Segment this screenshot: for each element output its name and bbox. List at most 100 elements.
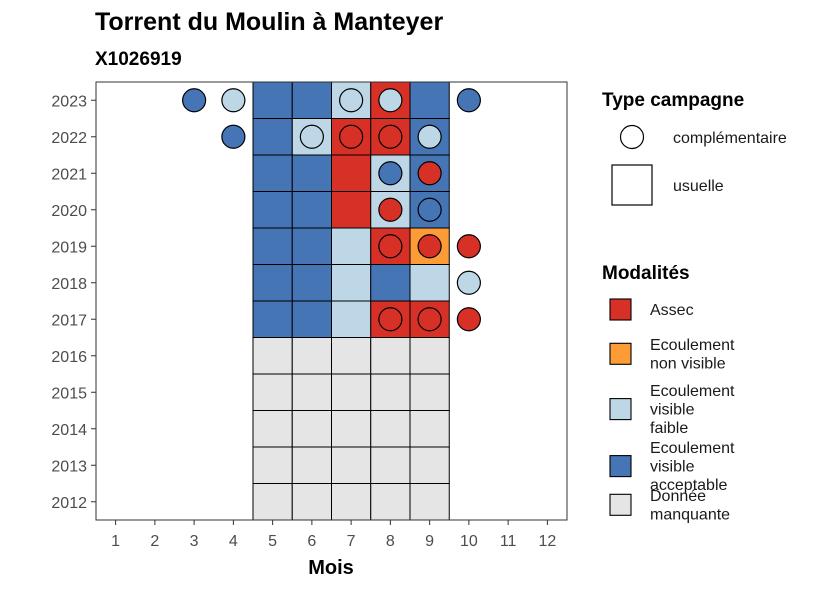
point-2017-10 [456, 307, 481, 332]
cell-2012-8 [370, 483, 411, 521]
y-axis: 2012 2013 2014 2015 2016 2017 2018 2019 2020 2021… [51, 93, 96, 512]
point-2023-7 [339, 88, 364, 113]
cell-2021-5 [252, 154, 293, 192]
y-tick-label-2013: 2013 [51, 458, 87, 475]
legend-type-label-complementaire: complémentaire [673, 130, 787, 147]
cell-2019-7 [331, 227, 372, 265]
legend-type-campagne: Type campagne complémentaire usuelle [602, 90, 787, 206]
legend-label-ecoulement-non-visible-1: non visible [650, 356, 726, 373]
x-tick-label-1: 1 [111, 533, 120, 550]
y-tick-label-2020: 2020 [51, 203, 87, 220]
x-axis-title: Mois [308, 557, 354, 579]
y-tick-label-2014: 2014 [51, 422, 87, 439]
x-tick-label-12: 12 [538, 533, 556, 550]
y-tick-label-2021: 2021 [51, 166, 87, 183]
legend-key-circle [619, 124, 645, 150]
legend-key-ecoulement-non-visible [609, 342, 632, 365]
x-tick-label-4: 4 [229, 533, 238, 550]
cell-2016-6 [291, 337, 332, 375]
cell-2015-7 [331, 373, 372, 411]
x-tick-label-6: 6 [307, 533, 316, 550]
point-2021-8 [378, 161, 403, 186]
cell-2017-5 [252, 300, 293, 338]
cell-2015-5 [252, 373, 293, 411]
cell-2018-5 [252, 264, 293, 302]
cell-2020-6 [291, 191, 332, 229]
point-2023-3 [182, 88, 207, 113]
cell-2015-6 [291, 373, 332, 411]
cell-2020-5 [252, 191, 293, 229]
cell-2012-9 [409, 483, 450, 521]
cell-2016-5 [252, 337, 293, 375]
legend-type-title: Type campagne [602, 90, 744, 111]
legend-label-donnee-manquante-0: Donnée [650, 488, 706, 505]
cell-2019-6 [291, 227, 332, 265]
cell-2015-9 [409, 373, 450, 411]
cell-2018-7 [331, 264, 372, 302]
y-tick-label-2022: 2022 [51, 130, 87, 147]
cell-2013-5 [252, 446, 293, 484]
cell-2020-7 [331, 191, 372, 229]
point-2022-4 [221, 124, 246, 149]
point-2020-9 [417, 197, 442, 222]
point-2022-6 [299, 124, 324, 149]
legend-key-assec [609, 298, 632, 321]
legend-key-donnee-manquante [609, 493, 632, 516]
usuelle-cells [252, 81, 450, 521]
y-tick-label-2018: 2018 [51, 276, 87, 293]
legend-modalites-title: Modalités [602, 263, 690, 284]
x-tick-label-3: 3 [190, 533, 199, 550]
point-2021-9 [417, 161, 442, 186]
point-2023-8 [378, 88, 403, 113]
point-2019-8 [378, 234, 403, 259]
cell-2014-6 [291, 410, 332, 448]
cell-2014-8 [370, 410, 411, 448]
point-2019-9 [417, 234, 442, 259]
cell-2023-5 [252, 81, 293, 119]
cell-2013-8 [370, 446, 411, 484]
point-2019-10 [456, 234, 481, 259]
legend-key-ecoulement-visible-acceptable [609, 455, 632, 478]
point-2022-9 [417, 124, 442, 149]
cell-2016-7 [331, 337, 372, 375]
cell-2013-7 [331, 446, 372, 484]
cell-2016-9 [409, 337, 450, 375]
y-tick-label-2016: 2016 [51, 349, 87, 366]
complementaire-points [182, 88, 481, 332]
cell-2012-6 [291, 483, 332, 521]
point-2017-9 [417, 307, 442, 332]
cell-2014-5 [252, 410, 293, 448]
y-tick-label-2017: 2017 [51, 312, 87, 329]
cell-2016-8 [370, 337, 411, 375]
legend-label-donnee-manquante-1: manquante [650, 507, 730, 524]
cell-2023-6 [291, 81, 332, 119]
y-tick-label-2012: 2012 [51, 495, 87, 512]
y-tick-label-2015: 2015 [51, 385, 87, 402]
point-2022-7 [339, 124, 364, 149]
cell-2019-5 [252, 227, 293, 265]
chart-subtitle: X1026919 [95, 49, 182, 70]
cell-2014-7 [331, 410, 372, 448]
legend-label-assec-0: Assec [650, 302, 694, 319]
point-2023-10 [456, 88, 481, 113]
legend-label-ecoulement-visible-acceptable-1: visible [650, 459, 695, 476]
legend-label-ecoulement-visible-acceptable-0: Ecoulement [650, 440, 735, 457]
cell-2018-9 [409, 264, 450, 302]
chart-title: Torrent du Moulin à Manteyer [95, 8, 443, 36]
cell-2018-6 [291, 264, 332, 302]
cell-2012-5 [252, 483, 293, 521]
x-axis: 1 2 3 4 5 6 7 8 9 10 11 12 [111, 520, 556, 550]
cell-2022-5 [252, 118, 293, 156]
cell-2017-6 [291, 300, 332, 338]
cell-2015-8 [370, 373, 411, 411]
cell-2013-9 [409, 446, 450, 484]
point-2023-4 [221, 88, 246, 113]
legend-label-ecoulement-non-visible-0: Ecoulement [650, 337, 735, 354]
point-2018-10 [456, 270, 481, 295]
y-tick-label-2023: 2023 [51, 93, 87, 110]
cell-2021-7 [331, 154, 372, 192]
legend-type-label-usuelle: usuelle [673, 178, 724, 195]
cell-2017-7 [331, 300, 372, 338]
point-2017-8 [378, 307, 403, 332]
